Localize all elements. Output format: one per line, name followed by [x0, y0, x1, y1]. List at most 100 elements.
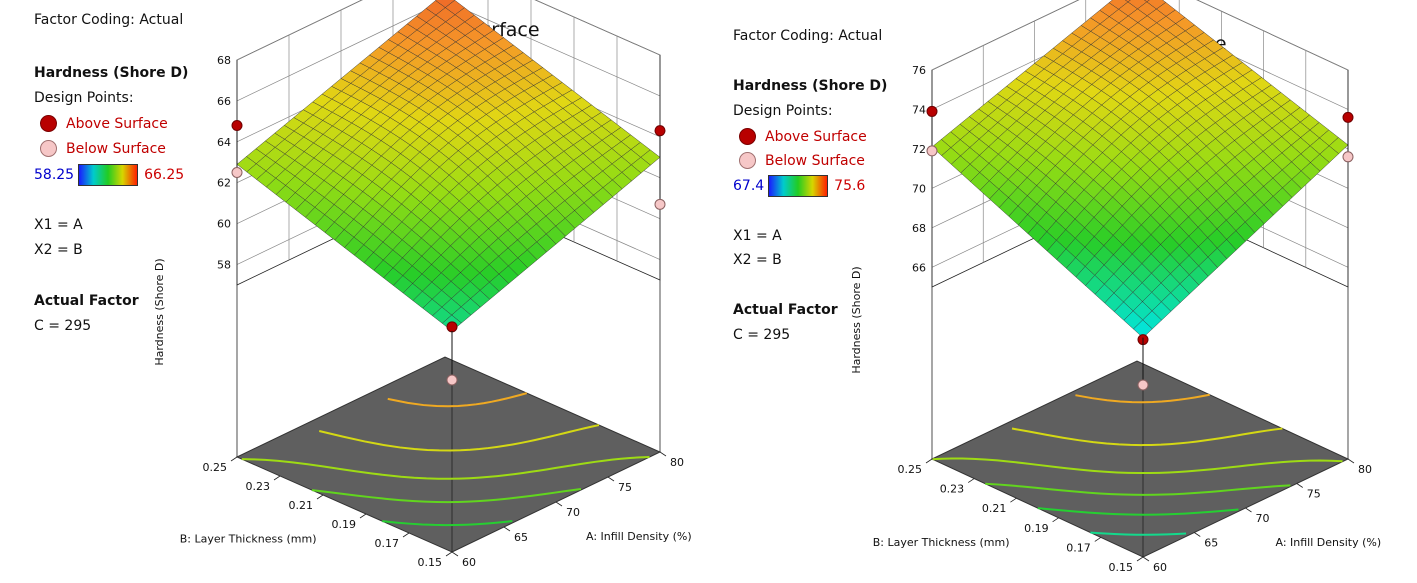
legend-below-label: Below Surface [765, 152, 865, 169]
x-tick-label: 70 [566, 506, 580, 519]
y-tick-label: 0.17 [375, 537, 400, 550]
legend-above-label: Above Surface [66, 115, 168, 132]
design-points [926, 105, 1354, 391]
x1-mapping: X1 = A [34, 217, 83, 233]
factor-coding-label: Factor Coding: Actual [733, 28, 883, 44]
y-tick [925, 458, 933, 464]
x2-mapping: X2 = B [34, 242, 83, 258]
x-tick-label: 75 [1307, 488, 1321, 501]
contour-line [319, 424, 600, 452]
y-tick [1136, 556, 1144, 562]
floor-plane [930, 360, 1350, 558]
y-tick-label: 0.25 [203, 461, 228, 474]
below-surface-marker-icon [739, 152, 756, 169]
left-panel: Factor Coding: Actual Hardness (Shore D)… [0, 0, 700, 583]
y-axis-label: B: Layer Thickness (mm) [873, 536, 1010, 549]
surface-cell [1124, 0, 1131, 3]
z-tick-label: 58 [217, 259, 231, 272]
actual-factor-title: Actual Factor [733, 302, 838, 318]
design-points-label: Design Points: [34, 90, 134, 106]
factor-coding-label: Factor Coding: Actual [34, 12, 184, 28]
z-tick-label: 74 [912, 103, 926, 116]
surface-cell [1133, 319, 1153, 338]
design-point-below [446, 374, 458, 386]
contour-line [1037, 507, 1239, 516]
design-points-label: Design Points: [733, 103, 833, 119]
x-tick [1194, 532, 1201, 537]
x-tick [1296, 483, 1303, 488]
legend-below: Below Surface [739, 152, 865, 169]
surface-mesh [931, 0, 1349, 338]
design-point-below [926, 145, 938, 157]
y-axis-label: B: Layer Thickness (mm) [180, 533, 317, 546]
x-tick [659, 451, 667, 457]
x-tick [607, 476, 615, 482]
y-tick-label: 0.17 [1066, 541, 1091, 554]
z-tick-label: 68 [217, 54, 231, 67]
response-name: Hardness (Shore D) [733, 78, 888, 94]
design-points [231, 119, 666, 386]
contour-line [1090, 531, 1187, 536]
surface-plot-left: 60 65 70 75 80 0.15 0.17 0.19 0.21 0.23 0.25 58 60 62… [153, 0, 692, 569]
above-surface-marker-icon [40, 115, 57, 132]
design-point-below [1137, 379, 1149, 391]
z-tick-label: 66 [912, 261, 926, 274]
design-point-above [231, 119, 243, 131]
y-tick-label: 0.21 [289, 499, 314, 512]
x-tick [1347, 458, 1355, 464]
color-scale-low: 67.4 [733, 178, 765, 194]
color-scale-low: 58.25 [34, 167, 75, 183]
x-axis-label: A: Infill Density (%) [1276, 536, 1382, 549]
design-point-above [446, 321, 458, 333]
y-tick [359, 513, 367, 519]
above-surface-marker-icon [739, 128, 756, 145]
contour-line [311, 488, 582, 504]
y-tick [230, 456, 238, 462]
z-tick-label: 60 [217, 218, 231, 231]
x-tick-label: 80 [1358, 463, 1372, 476]
x-tick-label: 80 [670, 456, 684, 469]
z-tick-label: 70 [912, 182, 926, 195]
design-point-above [654, 125, 666, 137]
z-gridline [931, 0, 1349, 71]
design-point-below [654, 198, 666, 210]
design-point-above [1342, 111, 1354, 123]
z-tick-label: 66 [217, 95, 231, 108]
y-tick-label: 0.25 [898, 463, 923, 476]
x-tick [555, 501, 563, 507]
x-tick-label: 70 [1256, 512, 1270, 525]
color-scale-high: 75.6 [834, 178, 866, 194]
z-tick-label: 64 [217, 136, 231, 149]
legend-above: Above Surface [739, 128, 867, 145]
x-tick [503, 526, 511, 532]
surface-cell [1143, 0, 1150, 3]
x-axis-label: A: Infill Density (%) [586, 530, 692, 543]
x-tick [451, 551, 459, 557]
surface-plot-right: 60 65 70 75 80 0.15 0.17 0.19 0.21 0.23 0.25 66 68 70… [850, 0, 1382, 574]
color-scale-high: 66.25 [144, 167, 185, 183]
legend-below-label: Below Surface [66, 140, 166, 157]
color-scale: 67.4 75.6 [733, 175, 865, 197]
legend-above: Above Surface [40, 115, 168, 132]
x-tick-label: 60 [462, 556, 476, 569]
design-point-above [926, 105, 938, 117]
z-tick-label: 68 [912, 222, 926, 235]
contour-line [1075, 393, 1210, 404]
color-scale: 58.25 66.25 [34, 164, 184, 186]
y-tick [1052, 517, 1059, 523]
x-tick [1142, 556, 1150, 562]
legend-above-label: Above Surface [765, 128, 867, 145]
response-name: Hardness (Shore D) [34, 65, 189, 81]
contour-line [241, 455, 650, 480]
z-axis-label: Hardness (Shore D) [153, 258, 166, 365]
z-tick-label: 62 [217, 177, 231, 190]
color-scale-gradient [768, 175, 829, 197]
y-tick [273, 475, 281, 481]
color-scale-gradient [78, 164, 139, 186]
floor-plane [235, 356, 662, 553]
surface-mesh [236, 0, 661, 332]
y-tick-label: 0.23 [940, 483, 965, 496]
contour-line [1011, 427, 1283, 447]
contour-line [387, 392, 528, 408]
x-tick-label: 65 [514, 531, 528, 544]
